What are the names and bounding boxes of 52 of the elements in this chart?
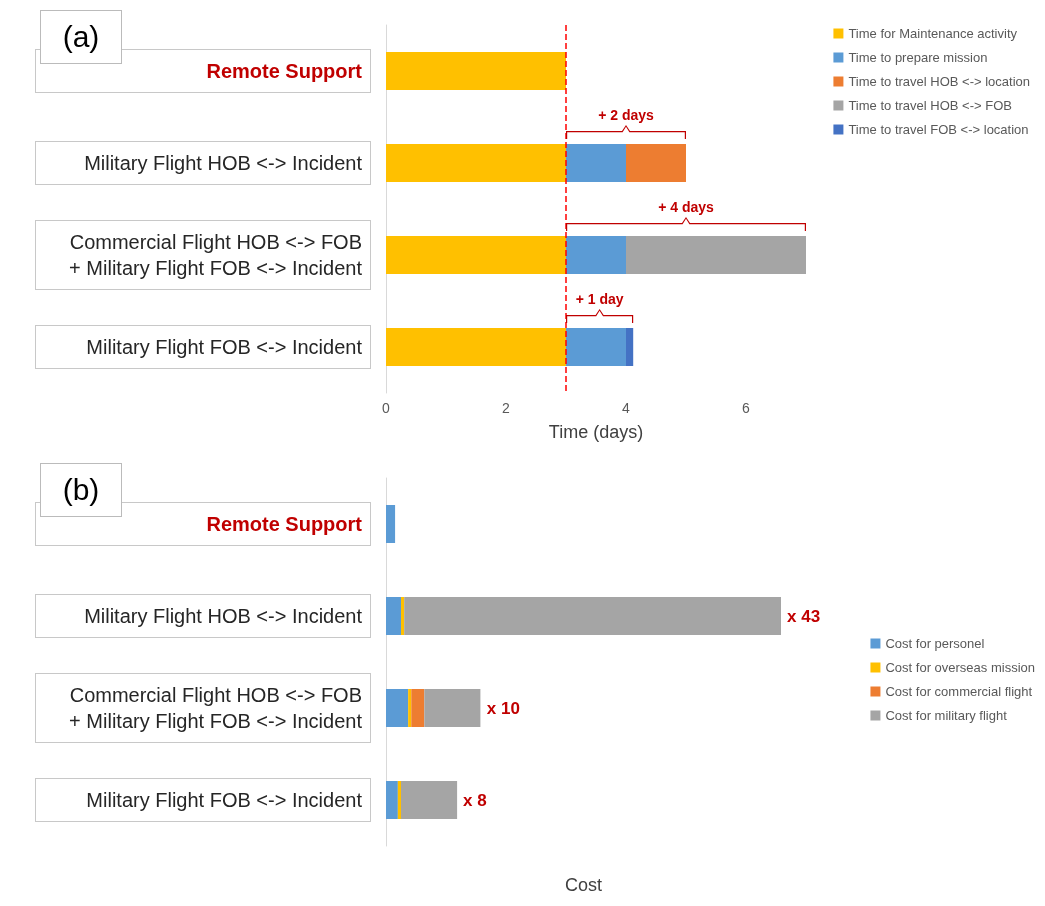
x-tick-label: 6	[742, 400, 751, 416]
legend-label: Time to travel HOB <-> location	[848, 74, 1031, 89]
annotation: x 10	[486, 698, 520, 718]
bar	[386, 781, 398, 819]
bar	[386, 144, 566, 182]
legend-label: Cost for personel	[885, 636, 985, 651]
legend-label: Cost for military flight	[885, 708, 1008, 723]
annotation: x 43	[787, 606, 821, 626]
bar	[626, 144, 686, 182]
y-tick-label: Commercial Flight HOB <-> FOB + Military Flight FOB <-> Incident	[69, 684, 363, 732]
bar	[386, 505, 396, 543]
bar	[386, 597, 402, 635]
annotation: + 1 day	[575, 291, 624, 307]
bar	[411, 689, 425, 727]
bar	[386, 52, 566, 90]
x-tick-label: 4	[622, 400, 631, 416]
bar	[566, 236, 626, 274]
bar	[408, 689, 412, 727]
bar	[401, 781, 458, 819]
annotation: + 2 days	[598, 107, 655, 123]
y-tick-label: Military Flight HOB <-> Incident	[84, 152, 363, 174]
bar	[566, 144, 626, 182]
x-tick-label: 2	[502, 400, 511, 416]
text: (a)	[40, 10, 122, 64]
bar	[626, 236, 806, 274]
legend-label: Cost for overseas mission	[885, 660, 1036, 675]
y-tick-label: Military Flight HOB <-> Incident	[84, 605, 363, 627]
legend-label: Time to travel HOB <-> FOB	[848, 98, 1012, 113]
y-tick-label: Military Flight FOB <-> Incident	[86, 789, 363, 811]
annotation: + 4 days	[658, 199, 715, 215]
y-tick-label: Commercial Flight HOB <-> FOB + Military Flight FOB <-> Incident	[69, 231, 363, 279]
bar	[424, 689, 481, 727]
y-tick-label: Military Flight FOB <-> Incident	[86, 336, 363, 358]
legend-label: Time to prepare mission	[848, 50, 988, 65]
bar	[386, 328, 566, 366]
annotation: x 8	[463, 790, 487, 810]
bar	[386, 689, 409, 727]
bar	[404, 597, 781, 635]
bar	[401, 597, 405, 635]
bar	[397, 781, 402, 819]
x-axis-title: Cost	[564, 875, 603, 895]
legend-label: Cost for commercial flight	[885, 684, 1033, 699]
legend-label: Time to travel FOB <-> location	[848, 122, 1029, 137]
y-tick-label: Remote Support	[206, 513, 363, 535]
bar	[626, 328, 634, 366]
x-tick-label: 0	[382, 400, 391, 416]
y-tick-label: Remote Support	[206, 60, 363, 82]
bar	[566, 328, 626, 366]
x-axis-title: Time (days)	[548, 422, 644, 442]
bar	[386, 236, 566, 274]
legend-label: Time for Maintenance activity	[848, 26, 1018, 41]
text: (b)	[40, 463, 122, 517]
